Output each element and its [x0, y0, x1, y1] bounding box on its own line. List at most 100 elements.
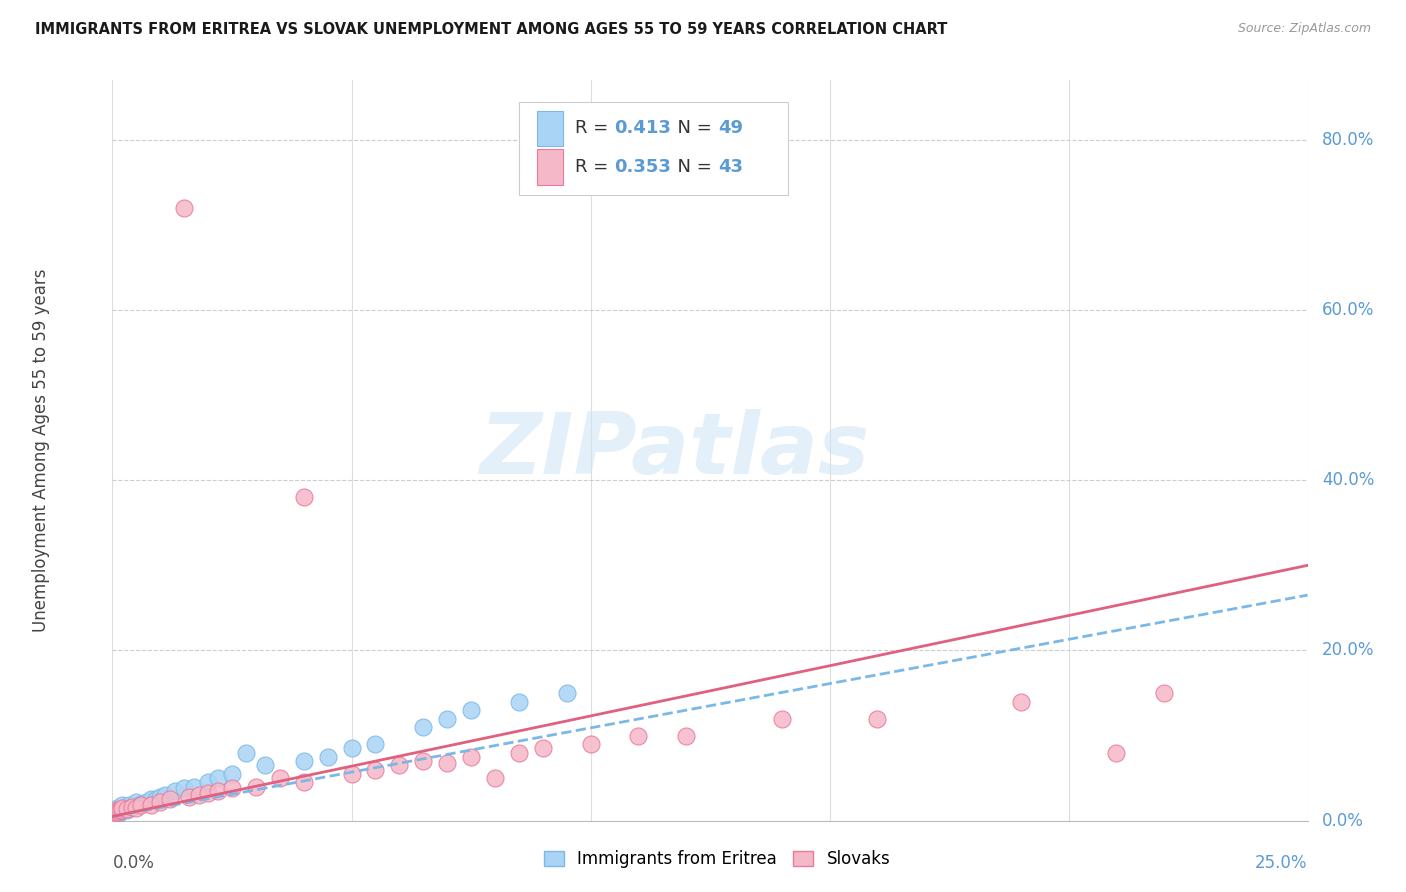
Point — [105, 804, 128, 818]
Point — [149, 795, 172, 809]
Point — [866, 712, 889, 726]
Point — [197, 786, 219, 800]
Point — [135, 795, 157, 809]
Text: 25.0%: 25.0% — [1256, 854, 1308, 872]
Point — [177, 789, 200, 804]
Point — [460, 703, 482, 717]
Point — [173, 201, 195, 215]
Text: R =: R = — [575, 158, 614, 176]
Point — [316, 749, 339, 764]
Point — [770, 712, 793, 726]
Point — [173, 781, 195, 796]
Point — [292, 775, 315, 789]
Text: 60.0%: 60.0% — [1322, 301, 1374, 319]
Point — [104, 805, 127, 820]
Legend: Immigrants from Eritrea, Slovaks: Immigrants from Eritrea, Slovaks — [537, 844, 897, 875]
Point — [111, 801, 134, 815]
Point — [118, 798, 141, 813]
Point — [508, 746, 530, 760]
Point — [115, 801, 138, 815]
Point — [187, 788, 209, 802]
Bar — [537, 149, 562, 185]
Point — [104, 805, 127, 819]
FancyBboxPatch shape — [519, 103, 787, 195]
Text: 43: 43 — [718, 158, 744, 176]
Point — [104, 805, 127, 819]
Point — [254, 758, 277, 772]
Point — [129, 798, 152, 813]
Text: 0.0%: 0.0% — [1322, 812, 1364, 830]
Point — [105, 805, 128, 819]
Point — [139, 798, 162, 813]
Point — [108, 803, 131, 817]
Bar — [537, 111, 562, 146]
Point — [221, 767, 243, 781]
Point — [103, 807, 125, 822]
Point — [125, 801, 148, 815]
Point — [105, 801, 128, 815]
Text: IMMIGRANTS FROM ERITREA VS SLOVAK UNEMPLOYMENT AMONG AGES 55 TO 59 YEARS CORRELA: IMMIGRANTS FROM ERITREA VS SLOVAK UNEMPL… — [35, 22, 948, 37]
Point — [508, 694, 530, 708]
Point — [108, 805, 131, 819]
Point — [105, 807, 128, 822]
Text: 0.0%: 0.0% — [112, 854, 155, 872]
Point — [340, 767, 363, 781]
Text: 0.353: 0.353 — [614, 158, 671, 176]
Point — [364, 737, 387, 751]
Point — [111, 804, 134, 818]
Point — [340, 741, 363, 756]
Text: N =: N = — [666, 120, 717, 137]
Point — [121, 800, 143, 814]
Point — [460, 749, 482, 764]
Point — [149, 789, 172, 804]
Point — [627, 729, 650, 743]
Point — [1153, 686, 1175, 700]
Text: Source: ZipAtlas.com: Source: ZipAtlas.com — [1237, 22, 1371, 36]
Point — [163, 784, 186, 798]
Point — [103, 809, 125, 823]
Point — [412, 720, 434, 734]
Point — [105, 806, 128, 821]
Point — [121, 800, 143, 814]
Point — [115, 804, 138, 818]
Point — [484, 771, 506, 785]
Point — [111, 801, 134, 815]
Point — [207, 771, 229, 785]
Point — [104, 805, 127, 820]
Point — [364, 763, 387, 777]
Text: N =: N = — [666, 158, 717, 176]
Text: R =: R = — [575, 120, 614, 137]
Text: 0.413: 0.413 — [614, 120, 671, 137]
Text: 80.0%: 80.0% — [1322, 131, 1374, 149]
Point — [105, 804, 128, 818]
Text: Unemployment Among Ages 55 to 59 years: Unemployment Among Ages 55 to 59 years — [32, 268, 49, 632]
Point — [125, 798, 148, 813]
Point — [436, 712, 458, 726]
Point — [579, 737, 602, 751]
Point — [108, 805, 131, 820]
Point — [105, 806, 128, 821]
Point — [221, 781, 243, 796]
Point — [104, 808, 127, 822]
Point — [129, 797, 152, 811]
Point — [245, 780, 267, 794]
Point — [111, 804, 134, 818]
Point — [115, 802, 138, 816]
Point — [292, 490, 315, 504]
Point — [111, 798, 134, 813]
Point — [103, 806, 125, 821]
Text: 49: 49 — [718, 120, 744, 137]
Point — [139, 792, 162, 806]
Point — [531, 741, 554, 756]
Point — [107, 804, 129, 818]
Text: 40.0%: 40.0% — [1322, 471, 1374, 489]
Point — [145, 791, 167, 805]
Point — [114, 802, 135, 816]
Point — [388, 758, 411, 772]
Point — [107, 805, 129, 819]
Text: ZIPatlas: ZIPatlas — [479, 409, 869, 492]
Point — [125, 795, 148, 809]
Point — [1010, 694, 1032, 708]
Point — [436, 756, 458, 770]
Point — [292, 754, 315, 768]
